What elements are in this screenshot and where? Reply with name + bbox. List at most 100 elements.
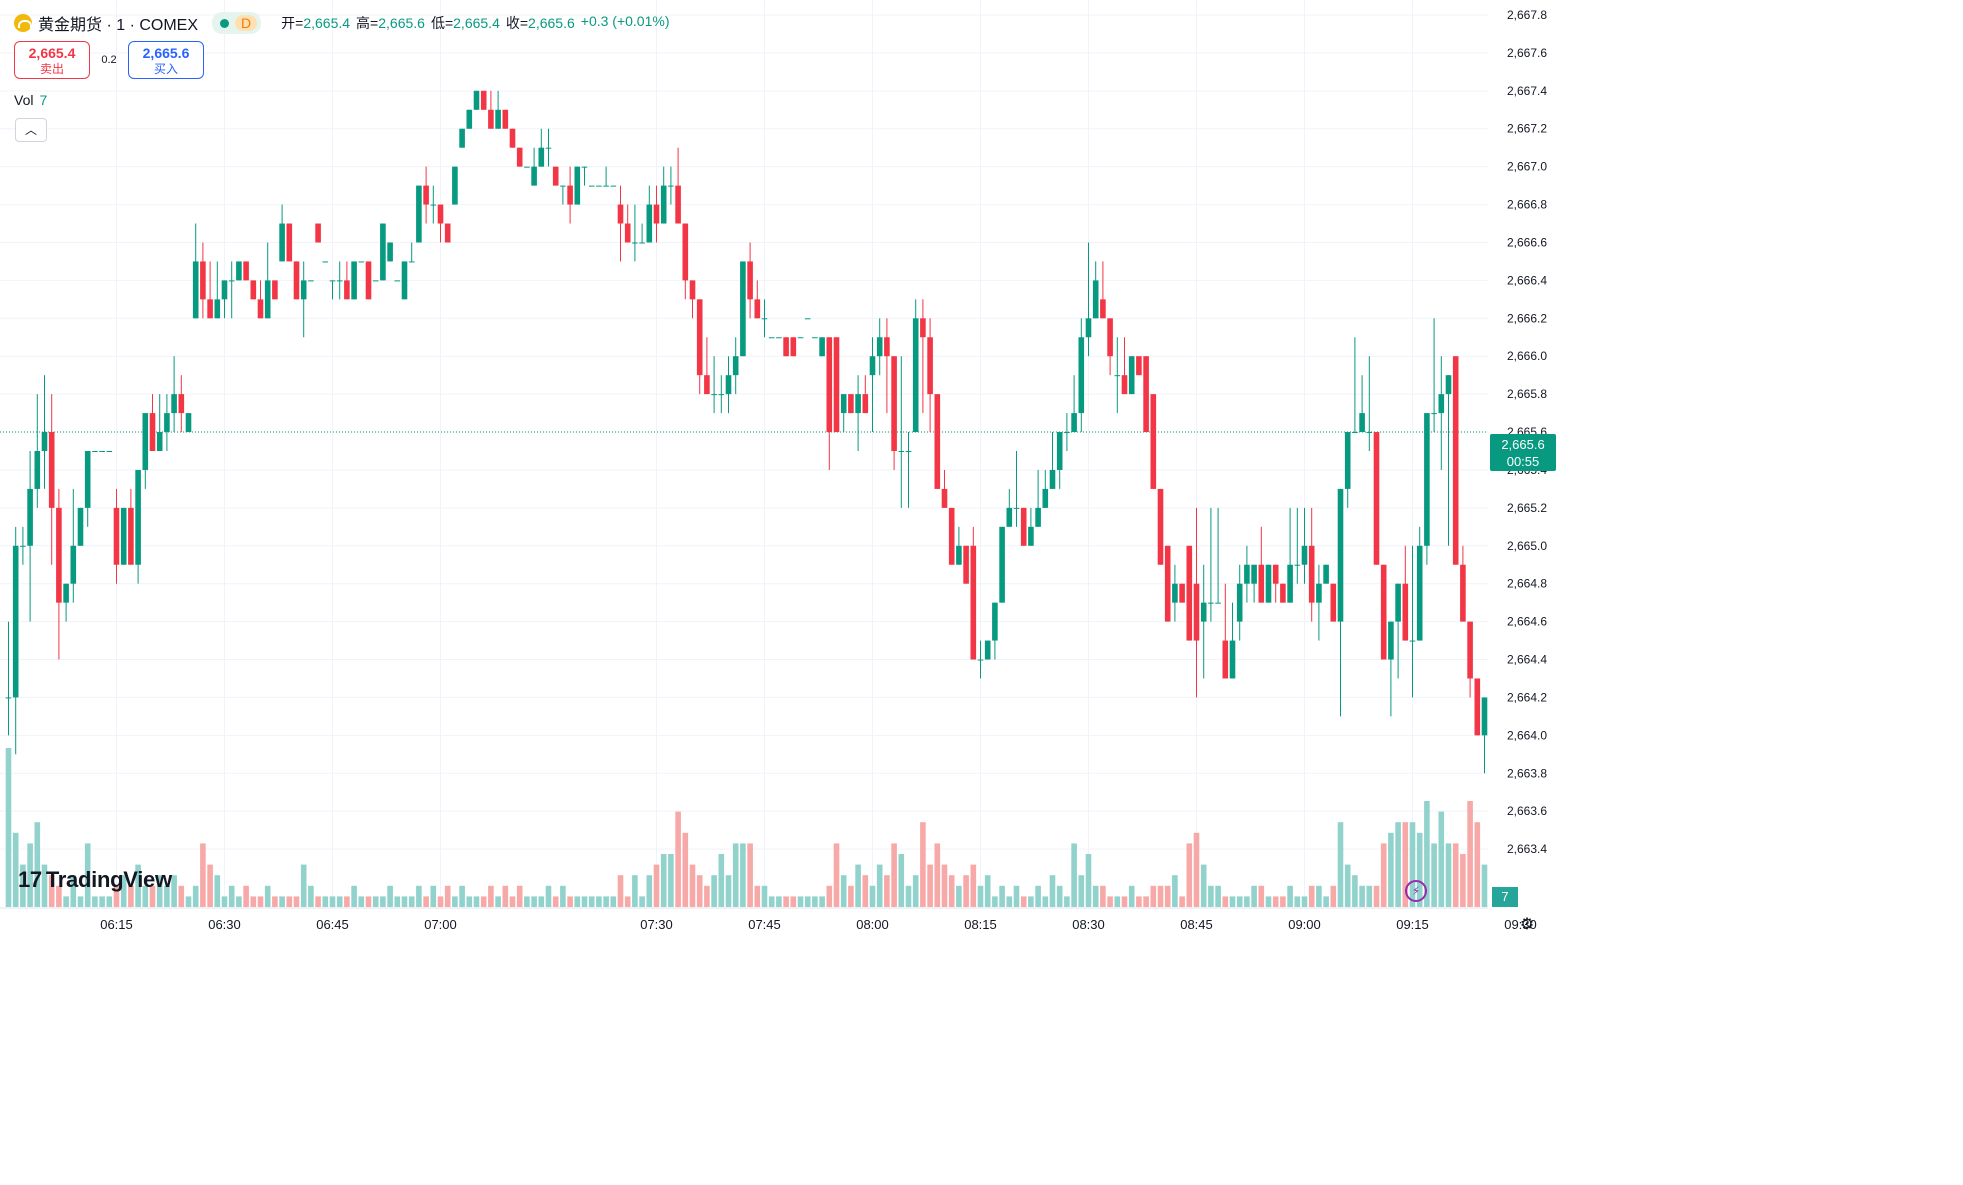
volume-bar: [1208, 885, 1214, 907]
volume-bar: [826, 885, 833, 907]
high-value: 2,665.6: [378, 15, 425, 31]
time-tick-label: 06:45: [316, 917, 349, 932]
symbol-title[interactable]: 黄金期货 · 1 · COMEX: [38, 17, 199, 34]
volume-bar: [228, 885, 235, 907]
price-axis: 2,667.8 2,667.6 2,667.4 2,667.2 2,667.0 2,666…: [1507, 8, 1547, 856]
candle-body: [1013, 507, 1020, 509]
price-tick-label: 2,667.2: [1507, 122, 1547, 136]
volume-bar: [797, 896, 804, 907]
tradingview-logo[interactable]: 17 TradingView: [18, 867, 172, 893]
candle-body: [1452, 356, 1459, 565]
market-status-pill[interactable]: D: [212, 12, 262, 34]
volume-bar: [848, 885, 854, 907]
volume-bar: [761, 885, 768, 907]
candle-body: [1164, 545, 1171, 622]
volume-bar: [34, 822, 41, 907]
volume-bar: [1114, 896, 1121, 907]
sell-label: 卖出: [39, 62, 64, 76]
volume-bar: [250, 896, 257, 907]
candle-body: [718, 394, 725, 396]
time-tick-label: 06:30: [208, 917, 241, 932]
volume-bar: [286, 896, 293, 907]
volume-bar: [1272, 896, 1279, 907]
candle-body: [1121, 375, 1128, 395]
candle-body: [1344, 432, 1351, 489]
lightning-icon[interactable]: ⚡: [1405, 880, 1427, 902]
volume-bar: [891, 843, 897, 907]
volume-bar: [840, 875, 847, 907]
candle-body: [891, 356, 897, 451]
buy-button[interactable]: 2,665.6 买入: [128, 41, 204, 79]
volume-bar: [1251, 885, 1257, 907]
volume-bar: [156, 875, 163, 907]
volume-bar: [977, 885, 984, 907]
volume-bar: [336, 896, 343, 907]
collapse-legend-button[interactable]: ︿: [15, 118, 47, 142]
candle-body: [538, 147, 545, 167]
time-tick-label: 06:15: [100, 917, 133, 932]
volume-bar: [99, 896, 105, 907]
volume-bar: [322, 896, 329, 907]
candle-body: [1337, 488, 1344, 622]
volume-bar: [668, 854, 674, 907]
price-tick-label: 2,666.4: [1507, 273, 1547, 287]
volume-bar: [1452, 843, 1459, 907]
volume-bar: [1359, 885, 1365, 907]
candle-body: [459, 128, 465, 148]
candle-body: [1301, 545, 1308, 565]
candle-body: [560, 185, 566, 187]
volume-bar: [200, 843, 206, 907]
volume-bar: [1164, 885, 1171, 907]
candle-body: [596, 185, 602, 187]
candle-body: [668, 185, 674, 187]
candle-body: [920, 318, 926, 338]
candle-body: [308, 280, 314, 282]
volume-bar: [1409, 822, 1416, 907]
volume-bar: [516, 885, 523, 907]
volume-bar: [1467, 801, 1473, 907]
volume-legend[interactable]: Vol 7: [14, 92, 47, 108]
candle-body: [581, 166, 588, 168]
sell-button[interactable]: 2,665.4 卖出: [14, 41, 90, 79]
volume-bar: [862, 875, 869, 907]
candle-body: [300, 280, 307, 300]
volume-bar: [653, 864, 660, 907]
candle-body: [394, 280, 401, 282]
volume-bar: [567, 896, 573, 907]
candle-body: [207, 299, 213, 319]
price-tick-label: 2,667.4: [1507, 84, 1547, 98]
volume-bar: [430, 885, 437, 907]
price-tick-label: 2,663.4: [1507, 842, 1547, 856]
chart-grid: [0, 0, 1521, 908]
volume-bar: [344, 896, 350, 907]
volume-bar: [437, 896, 444, 907]
candle-body: [912, 318, 919, 433]
volume-bar: [1280, 896, 1286, 907]
candle-body: [228, 280, 235, 282]
change-value: +0.3 (+0.01%): [580, 13, 670, 29]
volume-bar: [77, 896, 84, 907]
candle-body: [444, 223, 451, 243]
trade-panel: 2,665.4 卖出 0.2 2,665.6 买入: [14, 41, 204, 79]
volume-bar: [1395, 822, 1401, 907]
candle-body: [869, 356, 876, 376]
candle-body: [956, 545, 962, 565]
volume-bar: [905, 885, 912, 907]
volume-bar: [41, 864, 48, 907]
candlestick-chart[interactable]: 2,667.8 2,667.6 2,667.4 2,667.2 2,667.0 2,666…: [0, 0, 1568, 948]
volume-bar: [790, 896, 797, 907]
volume-bar: [624, 896, 631, 907]
candle-body: [653, 204, 660, 224]
candle-body: [1445, 375, 1452, 395]
volume-bar: [264, 885, 271, 907]
candle-body: [185, 413, 192, 433]
price-tick-label: 2,666.6: [1507, 235, 1547, 249]
volume-bar: [128, 885, 134, 907]
volume-bar: [1316, 885, 1322, 907]
volume-bar: [329, 896, 336, 907]
candle-body: [1308, 545, 1315, 603]
candle-body: [20, 545, 26, 547]
candle-body: [480, 90, 487, 110]
gear-icon[interactable]: ⚙: [1519, 916, 1535, 933]
volume-bar: [236, 896, 242, 907]
